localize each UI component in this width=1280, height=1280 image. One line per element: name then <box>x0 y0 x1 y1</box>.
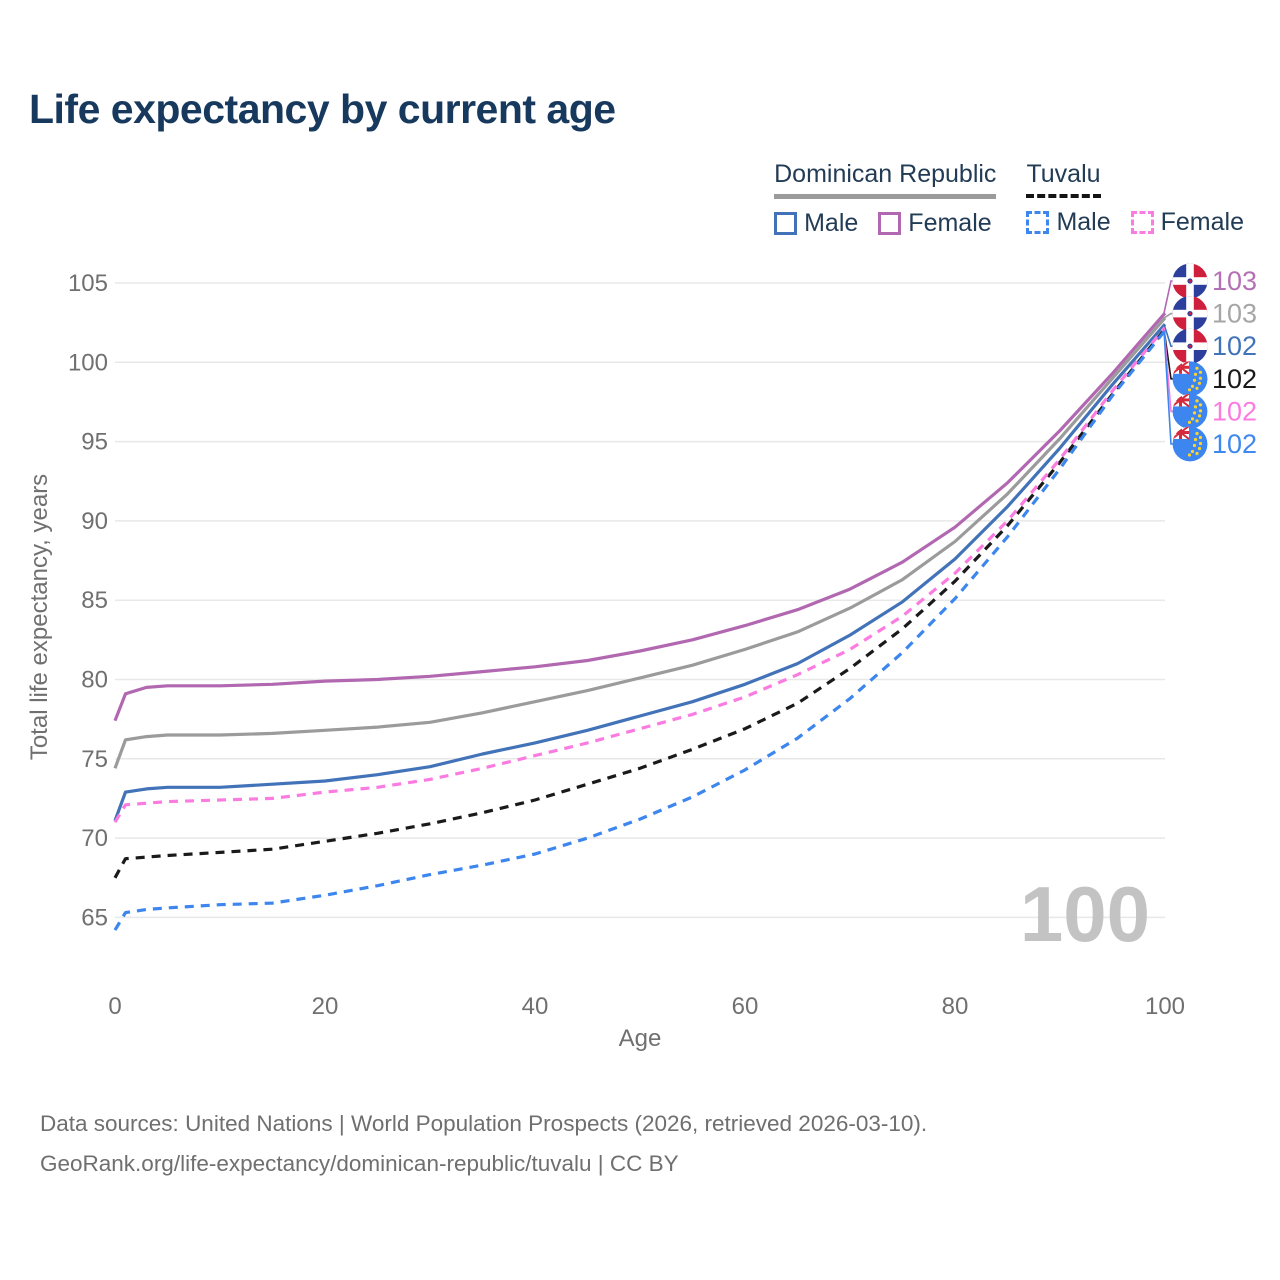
end-value-label: 102 <box>1212 364 1257 394</box>
series-line-tuvalu-female <box>113 326 1167 824</box>
tuvalu-flag-icon <box>1172 426 1208 462</box>
watermark-text: 100 <box>1020 870 1150 958</box>
legend-group-dominican-republic: Dominican Republic Male Female <box>774 160 997 238</box>
end-value-label: 103 <box>1212 299 1257 329</box>
solid-male-swatch-icon <box>774 212 798 235</box>
x-tick-label: 100 <box>1145 993 1185 1020</box>
y-tick-label: 80 <box>81 667 108 694</box>
x-tick-label: 80 <box>942 993 969 1020</box>
end-value-label: 103 <box>1212 266 1257 296</box>
legend-item-label: Male <box>1056 208 1111 236</box>
y-tick-label: 95 <box>81 429 108 456</box>
legend-country-tuvalu: Tuvalu <box>1026 160 1101 198</box>
data-sources-line: Data sources: United Nations | World Pop… <box>40 1111 928 1136</box>
y-tick-label: 70 <box>81 825 108 852</box>
legend: Dominican Republic Male Female Tuvalu Ma… <box>774 160 1244 238</box>
footer: Data sources: United Nations | World Pop… <box>40 1104 927 1184</box>
legend-row: Male Female <box>774 209 996 238</box>
y-tick-label: 85 <box>81 587 108 614</box>
series-line-dominican-republic-female <box>113 312 1167 722</box>
end-value-label: 102 <box>1212 396 1257 426</box>
legend-item-label: Male <box>804 209 859 237</box>
series-line-dominican-republic-male <box>113 323 1167 822</box>
attribution-line: GeoRank.org/life-expectancy/dominican-re… <box>40 1151 679 1176</box>
legend-item-dr-female[interactable]: Female <box>878 209 992 238</box>
tuvalu-flag-icon <box>1172 393 1208 429</box>
dominican-republic-flag-icon <box>1172 296 1208 332</box>
x-axis-title: Age <box>619 1025 662 1052</box>
y-tick-label: 75 <box>81 746 108 773</box>
legend-item-dr-male[interactable]: Male <box>774 209 858 238</box>
series-line-dominican-republic-both-sexes <box>113 316 1167 769</box>
end-value-label: 102 <box>1212 429 1257 459</box>
y-tick-label: 100 <box>68 349 108 376</box>
series-line-tuvalu-male <box>113 329 1167 931</box>
dashed-female-swatch-icon <box>1130 211 1154 234</box>
x-tick-label: 60 <box>732 993 759 1020</box>
series-line-tuvalu-both-sexes <box>113 327 1167 879</box>
legend-group-tuvalu: Tuvalu Male Female <box>1026 160 1244 238</box>
x-tick-label: 20 <box>312 993 339 1020</box>
solid-female-swatch-icon <box>878 212 902 235</box>
legend-row: Male Female <box>1026 208 1244 237</box>
x-tick-label: 40 <box>522 993 549 1020</box>
legend-item-tv-female[interactable]: Female <box>1130 208 1244 237</box>
y-tick-label: 105 <box>68 270 108 297</box>
y-tick-label: 90 <box>81 508 108 535</box>
dominican-republic-flag-icon <box>1172 263 1208 299</box>
legend-item-label: Female <box>1160 208 1244 236</box>
dashed-male-swatch-icon <box>1026 211 1050 234</box>
tuvalu-flag-icon <box>1172 361 1208 397</box>
legend-item-tv-male[interactable]: Male <box>1026 208 1111 237</box>
y-tick-label: 65 <box>81 904 108 931</box>
legend-item-label: Female <box>908 209 992 237</box>
end-value-label: 102 <box>1212 331 1257 361</box>
legend-country-dominican-republic: Dominican Republic <box>774 160 997 199</box>
dominican-republic-flag-icon <box>1172 328 1208 364</box>
page-title: Life expectancy by current age <box>29 86 616 132</box>
x-tick-label: 0 <box>108 993 121 1020</box>
y-axis-title: Total life expectancy, years <box>26 474 53 760</box>
